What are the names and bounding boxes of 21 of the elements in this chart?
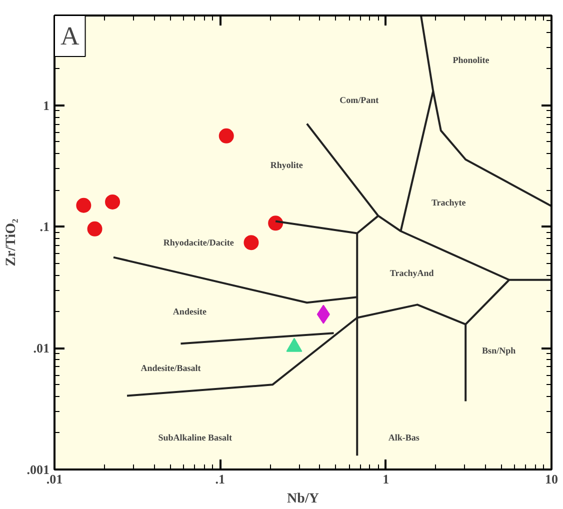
annotation: Bsn/Nph bbox=[482, 346, 516, 356]
annotation: Trachyte bbox=[431, 198, 466, 208]
annotation: A bbox=[60, 22, 80, 50]
annotation: Andesite/Basalt bbox=[140, 362, 201, 373]
annotation: SubAlkaline Basalt bbox=[158, 432, 232, 442]
annotation: Phonolite bbox=[452, 54, 490, 65]
x-axis-title: Nb/Y bbox=[287, 492, 319, 506]
annotation: Rhyolite bbox=[270, 160, 303, 170]
x-tick-label: 10 bbox=[545, 472, 558, 486]
annotation: TrachyAnd bbox=[390, 268, 434, 278]
y-axis-title: Zr/TiO₂ bbox=[4, 218, 19, 266]
y-tick-label: .1 bbox=[40, 219, 50, 234]
y-tick-label: 1 bbox=[43, 98, 50, 113]
annotation: Rhyodacite/Dacite bbox=[163, 238, 234, 248]
y-tick-label: .001 bbox=[26, 462, 50, 477]
annotation: Com/Pant bbox=[340, 94, 379, 105]
annotation: Andesite bbox=[172, 306, 206, 317]
x-tick-label: .1 bbox=[215, 472, 226, 486]
y-tick-label: .01 bbox=[33, 340, 50, 356]
x-tick-label: 1 bbox=[382, 472, 390, 486]
annotation: Alk-Bas bbox=[388, 432, 420, 442]
